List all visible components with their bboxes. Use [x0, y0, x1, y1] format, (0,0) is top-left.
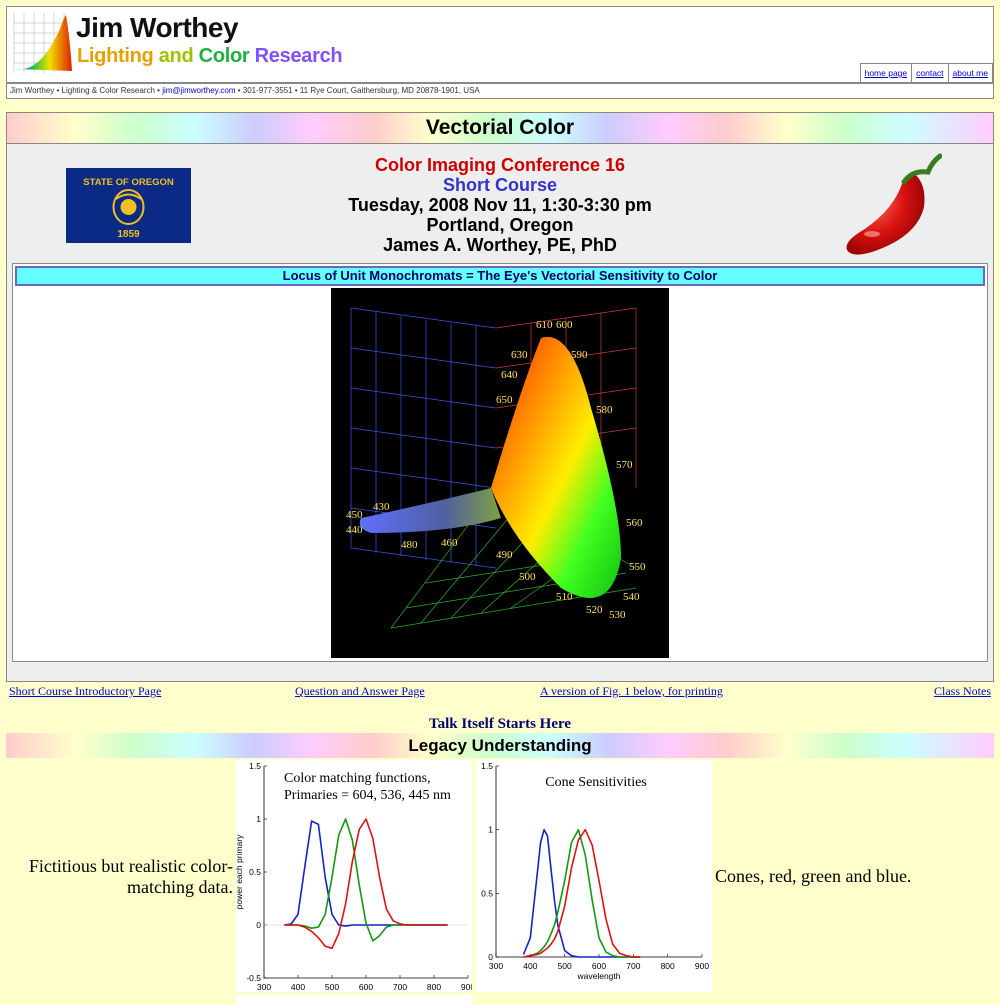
- y-tick-label: 0: [256, 920, 261, 930]
- locus-label: 430: [373, 501, 390, 513]
- top-nav: home page contact about me: [859, 63, 993, 83]
- x-tick-label: 900: [461, 982, 472, 992]
- x-tick-label: 400: [523, 961, 537, 971]
- x-tick-label: 600: [359, 982, 373, 992]
- chart-title: Cone Sensitivities: [545, 775, 647, 790]
- page-title: Vectorial Color: [7, 113, 993, 144]
- nav-home-page[interactable]: home page: [864, 68, 908, 78]
- series-line: [523, 828, 641, 958]
- locus-labels: 610 600 590 580 570 560 550 540 530 520 …: [346, 319, 646, 621]
- link-fig1-printing[interactable]: A version of Fig. 1 below, for printing: [540, 684, 723, 698]
- x-tick-label: 900: [695, 961, 709, 971]
- section-title: Legacy Understanding: [6, 733, 994, 758]
- author-name: James A. Worthey, PE, PhD: [383, 235, 617, 255]
- y-tick-label: 0.5: [249, 867, 261, 877]
- y-tick-label: 1.5: [249, 761, 261, 771]
- x-tick-label: 300: [489, 961, 503, 971]
- link-short-course-intro[interactable]: Short Course Introductory Page: [9, 684, 162, 698]
- y-tick-label: 1: [256, 814, 261, 824]
- x-tick-label: 600: [592, 961, 606, 971]
- color-matching-chart: 300400500600700800900-0.500.511.5wavelen…: [236, 760, 472, 992]
- series-line: [284, 818, 448, 950]
- nav-about-me[interactable]: about me: [947, 64, 992, 82]
- locus-label: 550: [629, 561, 646, 573]
- x-tick-label: 500: [325, 982, 339, 992]
- brand-word-and: and: [158, 45, 194, 67]
- course-date: Tuesday, 2008 Nov 11, 1:30-3:30 pm: [348, 195, 652, 215]
- locus-label: 570: [616, 459, 633, 471]
- flag-state-text: STATE OF OREGON: [83, 177, 174, 188]
- link-class-notes[interactable]: Class Notes: [934, 684, 991, 698]
- info-prefix: Jim Worthey • Lighting & Color Research …: [10, 86, 163, 95]
- x-tick-label: 800: [427, 982, 441, 992]
- series-line: [522, 828, 641, 958]
- y-tick-label: -0.5: [246, 973, 261, 983]
- x-tick-label: 400: [291, 982, 305, 992]
- locus-label: 450: [346, 509, 363, 521]
- y-tick-label: 1.5: [481, 761, 493, 771]
- info-suffix: • 301-977-3551 • 11 Rye Court, Gaithersb…: [235, 86, 480, 95]
- locus-label: 540: [623, 591, 640, 603]
- y-tick-label: 0.5: [481, 888, 493, 898]
- x-axis-label: wavelength: [576, 971, 620, 981]
- logo-icon: [13, 13, 72, 73]
- locus-label: 590: [571, 349, 588, 361]
- brand-word-lighting: Lighting: [77, 45, 154, 67]
- y-tick-label: 0: [488, 952, 493, 962]
- locus-label: 500: [519, 571, 536, 583]
- brand-name: Jim Worthey: [76, 12, 239, 43]
- locus-label: 650: [496, 394, 513, 406]
- y-tick-label: 1: [488, 825, 493, 835]
- y-axis-label: power each primary: [236, 834, 244, 909]
- series-line: [523, 828, 641, 958]
- brand-subtitle: Lighting and Color Research: [77, 45, 343, 68]
- chart-axes: [495, 766, 702, 958]
- locus-label: 480: [401, 539, 418, 551]
- locus-label: 510: [556, 591, 573, 603]
- locus-label: 440: [346, 524, 363, 536]
- info-bar: Jim Worthey • Lighting & Color Research …: [6, 83, 994, 99]
- talk-start-heading: Talk Itself Starts Here: [428, 716, 572, 732]
- series-line: [284, 820, 448, 927]
- figure-title: Locus of Unit Monochromats = The Eye's V…: [15, 266, 985, 286]
- nav-contact[interactable]: contact: [911, 64, 947, 82]
- chart-title: Primaries = 604, 536, 445 nm: [284, 788, 451, 803]
- email-link[interactable]: jim@jimworthey.com: [162, 86, 236, 95]
- locus-label: 630: [511, 349, 528, 361]
- brand-word-color: Color: [198, 45, 250, 67]
- left-caption: Fictitious but realistic color-matching …: [28, 856, 233, 897]
- x-tick-label: 700: [393, 982, 407, 992]
- locus-label: 520: [586, 604, 603, 616]
- chili-pepper-image: [832, 152, 942, 262]
- locus-label: 530: [609, 609, 626, 621]
- flag-year-text: 1859: [117, 229, 140, 240]
- course-location: Portland, Oregon: [426, 215, 574, 235]
- main-panel: Vectorial Color STATE OF OREGON 1859 Col…: [6, 112, 994, 682]
- x-tick-label: 800: [661, 961, 675, 971]
- locus-label: 610: [536, 319, 553, 331]
- conference-name: Color Imaging Conference 16: [374, 155, 626, 175]
- x-tick-label: 500: [558, 961, 572, 971]
- locus-label: 580: [596, 404, 613, 416]
- chart-title: Color matching functions,: [284, 771, 431, 786]
- locus-label: 560: [626, 517, 643, 529]
- cone-sensitivities-chart: 30040050060070080090000.511.5wavelengths…: [476, 760, 712, 992]
- locus-label: 460: [441, 537, 458, 549]
- link-question-answer[interactable]: Question and Answer Page: [295, 684, 425, 698]
- vectorial-color-locus-image: 610 600 590 580 570 560 550 540 530 520 …: [331, 288, 669, 658]
- x-tick-label: 700: [626, 961, 640, 971]
- figure-panel: Locus of Unit Monochromats = The Eye's V…: [12, 263, 988, 662]
- locus-label: 600: [556, 319, 573, 331]
- locus-label: 490: [496, 549, 513, 561]
- course-name: Short Course: [442, 175, 557, 195]
- oregon-flag-image: STATE OF OREGON 1859: [66, 168, 191, 243]
- x-tick-label: 300: [257, 982, 271, 992]
- locus-label: 640: [501, 369, 518, 381]
- brand-word-research: Research: [254, 45, 343, 67]
- site-header: [6, 6, 994, 83]
- right-caption: Cones, red, green and blue.: [715, 866, 912, 886]
- next-figure-top: [236, 995, 472, 1005]
